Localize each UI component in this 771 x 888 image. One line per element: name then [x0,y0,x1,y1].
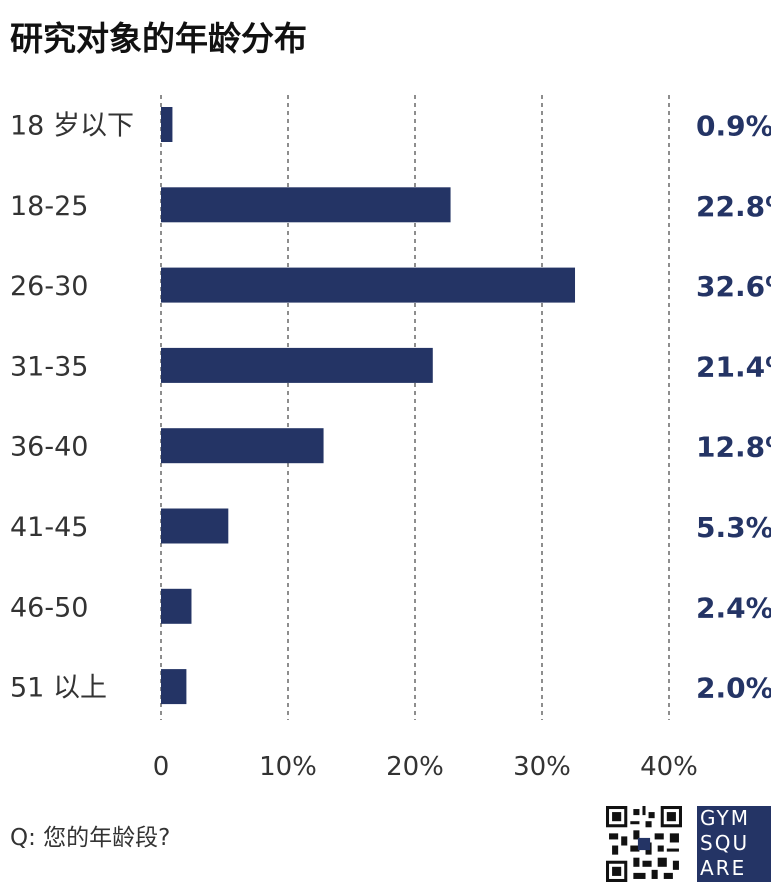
value-label: 2.0% [696,672,771,705]
x-tick-label: 40% [640,752,698,782]
logo-line: ARE [700,856,747,880]
bar [161,107,173,142]
x-tick-label: 30% [513,752,571,782]
category-label: 26-30 [10,271,88,302]
bar [161,669,187,705]
value-label: 2.4% [696,591,771,624]
category-label: 36-40 [10,432,88,463]
value-label: 22.8% [696,190,771,223]
category-label: 18-25 [10,191,88,222]
value-label: 5.3% [696,511,771,544]
bar [161,428,324,464]
category-label: 51 以上 [10,673,107,704]
logo-line: SQU [700,831,750,855]
logo-line: GYM [700,806,750,830]
x-tick-label: 20% [386,752,444,782]
category-label: 41-45 [10,512,88,543]
bar [161,267,576,303]
qr-code-icon [606,806,682,882]
category-label: 18 岁以下 [10,111,134,142]
value-label: 0.9% [696,110,771,143]
survey-question: Q: 您的年龄段? [10,825,171,851]
gymsquare-logo: GYM SQU ARE [697,806,771,882]
bar [161,588,192,624]
value-label: 21.4% [696,350,771,383]
value-label: 12.8% [696,431,771,464]
x-tick-label: 0 [153,752,170,782]
bar-chart: 0 10% 20% 30% 40% 18 岁以下 0.9% 18-25 22.8% 26-30 32… [10,95,771,782]
bar [161,187,451,223]
x-tick-label: 10% [259,752,317,782]
bar [161,508,229,544]
value-label: 32.6% [696,270,771,303]
category-label: 46-50 [10,592,88,623]
category-label: 31-35 [10,351,88,382]
bar [161,347,433,383]
chart-title: 研究对象的年龄分布 [10,19,307,58]
